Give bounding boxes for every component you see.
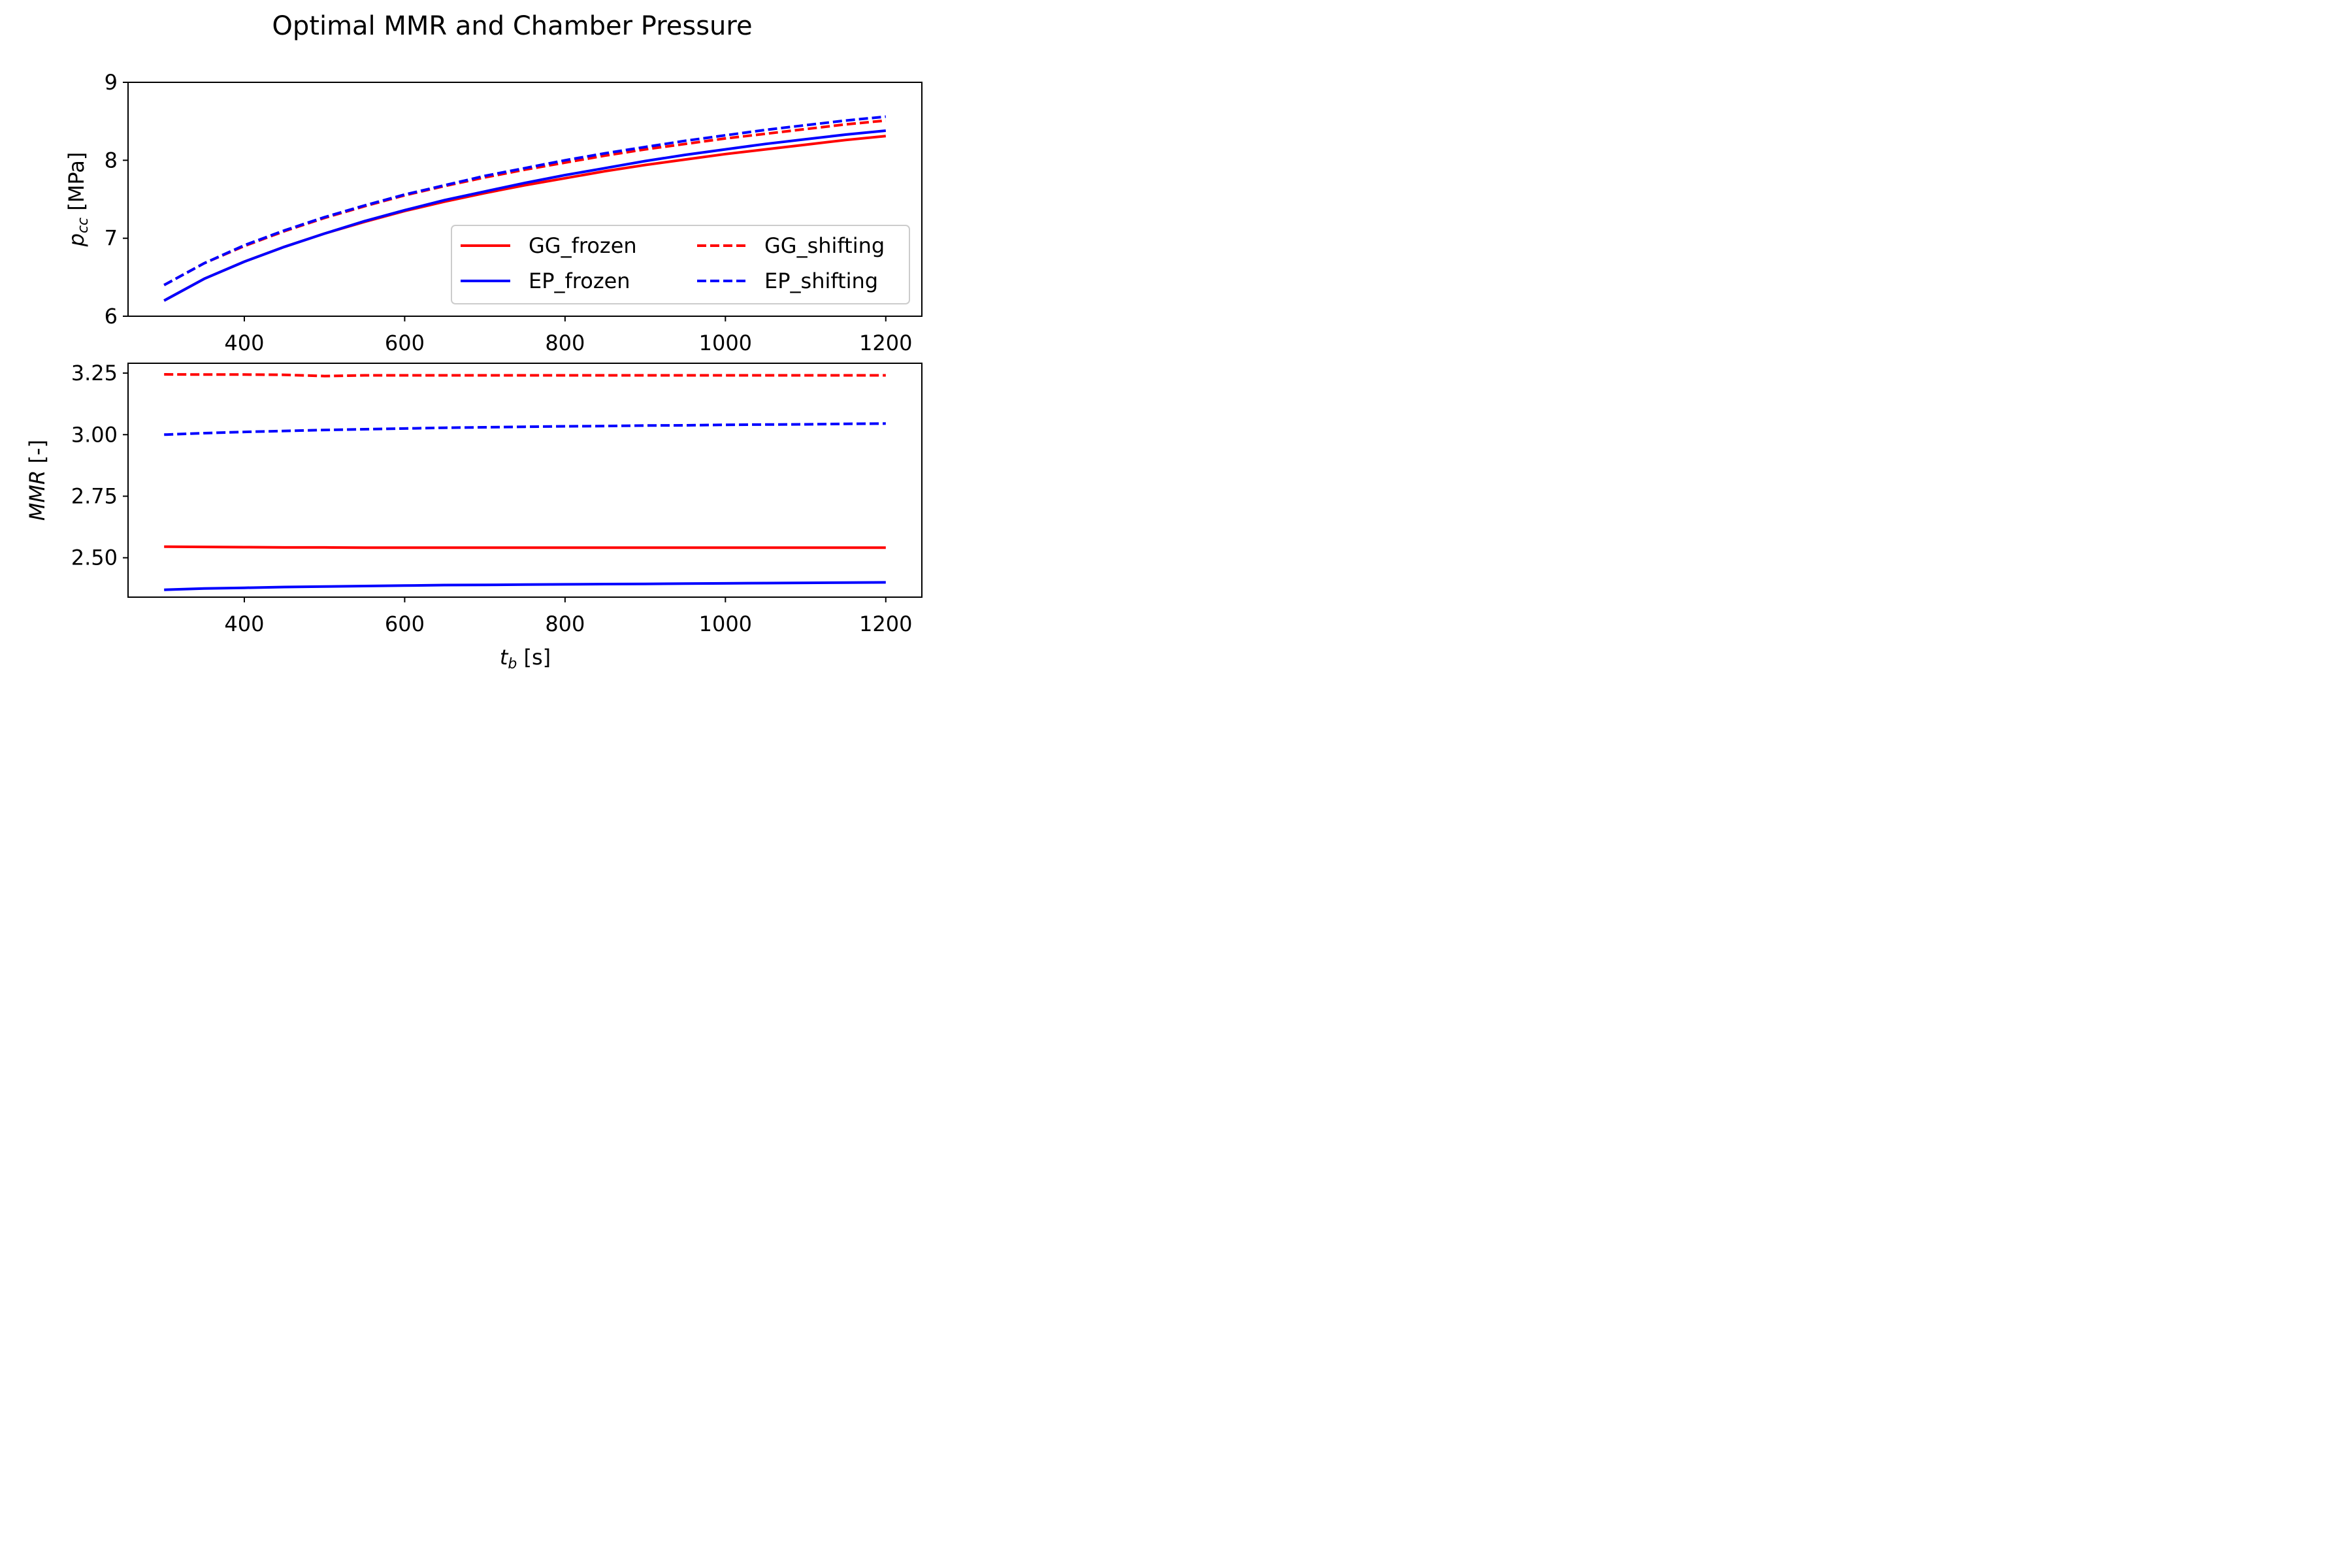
pressure-x-tick-label: 800 [545, 331, 585, 355]
pressure-y-tick-label: 9 [105, 70, 118, 95]
mmr-x-tick-label: 600 [385, 612, 425, 636]
legend-label-ep-frozen: EP_frozen [529, 269, 630, 293]
pressure-y-label-subscript: cc [75, 218, 91, 233]
mmr-series-ep-shifting [164, 422, 886, 436]
mmr-y-label-unit: [-] [25, 440, 50, 470]
mmr-y-axis-label: MMR [-] [25, 440, 50, 521]
legend-label-ep-shifting: EP_shifting [764, 269, 878, 293]
pressure-x-tick-label: 400 [224, 331, 264, 355]
mmr-y-tick-label: 3.25 [71, 361, 118, 385]
x-label-unit: [s] [517, 645, 551, 670]
mmr-series-gg-frozen [164, 545, 886, 549]
pressure-series-ep-frozen [163, 129, 886, 302]
legend: GG_frozen GG_shifting EP_frozen EP_shift… [451, 225, 910, 304]
mmr-axes-frame [127, 363, 923, 598]
legend-box [451, 225, 910, 304]
pressure-ticks: 400 600 800 1000 1200 6 7 8 9 [105, 70, 913, 355]
mmr-y-tick-label: 2.75 [71, 483, 118, 508]
mmr-y-label-symbol: MMR [25, 470, 50, 521]
mmr-x-tick-label: 800 [545, 612, 585, 636]
mmr-panel: 400 600 800 1000 1200 2.50 2.75 3.00 3.25 MMR [-… [25, 361, 923, 672]
x-label-symbol: t [500, 645, 509, 670]
pressure-series-lines [163, 115, 886, 302]
pressure-x-tick-label: 1200 [859, 331, 912, 355]
pressure-y-tick-label: 7 [105, 226, 118, 251]
mmr-y-tick-label: 3.00 [71, 422, 118, 447]
mmr-series-gg-shifting [164, 373, 886, 378]
mmr-series-lines [164, 373, 886, 591]
x-label-subscript: b [508, 656, 517, 672]
mmr-x-axis-label: tb [s] [500, 645, 551, 672]
mmr-x-tick-label: 400 [224, 612, 264, 636]
mmr-ticks: 400 600 800 1000 1200 2.50 2.75 3.00 3.25 [71, 361, 913, 636]
pressure-y-axis-label: pcc [MPa] [64, 152, 91, 248]
pressure-panel: 400 600 800 1000 1200 6 7 8 9 pcc [MPa] GG_froze… [64, 70, 923, 355]
pressure-y-label-symbol: p [64, 233, 89, 247]
mmr-x-tick-label: 1200 [859, 612, 912, 636]
figure: Optimal MMR and Chamber Pressure 400 600 8… [25, 11, 923, 672]
pressure-x-tick-label: 600 [385, 331, 425, 355]
mmr-y-tick-label: 2.50 [71, 546, 118, 570]
pressure-y-tick-label: 6 [105, 304, 118, 329]
pressure-series-ep-shifting [163, 115, 886, 287]
figure-title: Optimal MMR and Chamber Pressure [272, 11, 752, 41]
pressure-x-tick-label: 1000 [699, 331, 752, 355]
pressure-y-tick-label: 8 [105, 148, 118, 172]
legend-label-gg-frozen: GG_frozen [529, 233, 637, 258]
mmr-series-ep-frozen [164, 581, 886, 591]
pressure-y-label-unit: [MPa] [64, 152, 89, 218]
legend-label-gg-shifting: GG_shifting [764, 233, 885, 258]
pressure-axes-frame [127, 82, 923, 317]
mmr-x-tick-label: 1000 [699, 612, 752, 636]
